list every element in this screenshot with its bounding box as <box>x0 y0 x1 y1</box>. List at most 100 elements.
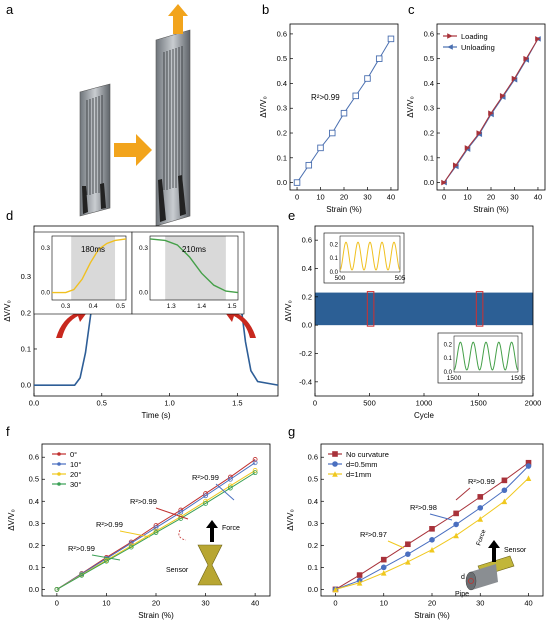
chart-e: 0 500 1000 1500 2000 -0.4 -0.2 0.0 0.2 0.4 0.6 Cycl… <box>284 225 541 420</box>
inset-y-tick-label: 0.2 <box>330 242 339 248</box>
inset-0: 0.3 0.4 0.5 0.0 0.3 180ms <box>33 231 133 315</box>
x-tick-label: 40 <box>387 193 395 202</box>
data-point <box>252 460 258 466</box>
x-axis-label: Strain (%) <box>326 205 362 214</box>
y-tick-label: 0.0 <box>308 585 318 594</box>
pipe-body <box>470 564 498 590</box>
inset-y-tick-label: 0.0 <box>330 270 339 276</box>
data-point <box>252 457 258 462</box>
x-tick-label: 10 <box>102 599 110 608</box>
y-tick-label: 0.2 <box>424 129 434 138</box>
x-tick-label: 40 <box>534 193 542 202</box>
data-point <box>405 559 411 565</box>
data-point <box>452 162 459 169</box>
data-point <box>525 475 532 481</box>
data-point <box>364 75 371 82</box>
data-point <box>499 93 506 99</box>
chart-c: 0 10 20 30 40 0.0 0.1 0.2 0.3 0.4 0.5 0.6 Strain (%)… <box>406 23 546 214</box>
data-point <box>352 92 359 100</box>
legend-marker <box>57 482 61 486</box>
y-tick-label: 0.0 <box>21 381 31 390</box>
stretched-sensor <box>155 29 191 227</box>
x-tick-label: 0 <box>333 599 337 608</box>
chart-b: 0 10 20 30 40 0.0 0.1 0.2 0.3 0.4 0.5 0.6 Strain (%)… <box>259 23 399 214</box>
data-point <box>477 505 484 511</box>
legend-label: d=1mm <box>346 470 371 479</box>
highlight-box <box>366 291 375 327</box>
data-point <box>54 586 60 592</box>
panel-label-f: f <box>6 424 10 439</box>
inset-cycle-line <box>339 241 401 271</box>
up-arrow-icon <box>168 4 188 34</box>
data-point <box>356 579 363 586</box>
inset-x-tick-label: 1500 <box>447 375 462 382</box>
x-tick-label: 500 <box>363 399 376 408</box>
y-axis-label: ΔV/V₀ <box>406 96 415 118</box>
data-point <box>153 530 159 535</box>
data-point <box>332 586 339 593</box>
x-tick-label: 40 <box>524 599 532 608</box>
signal-band <box>315 292 533 326</box>
sensor-label: Sensor <box>504 547 527 554</box>
data-point <box>488 110 494 116</box>
data-point <box>501 487 508 494</box>
annotation-arrow <box>455 487 471 501</box>
y-tick-label: 0.0 <box>29 585 39 594</box>
data-point <box>227 476 233 482</box>
x-axis-label: Strain (%) <box>473 205 509 214</box>
inset-series-line <box>149 238 239 294</box>
pipe-label: Pipe <box>455 591 469 598</box>
x-tick-label: 40 <box>251 599 259 608</box>
legend-marker <box>57 462 61 466</box>
x-axis-label: Time (s) <box>141 411 170 420</box>
inset-1: 1.3 1.4 1.5 0.0 0.3 210ms <box>131 231 245 315</box>
annotation-arrow <box>119 530 151 538</box>
inset-y-tick-label: 0.3 <box>41 245 50 252</box>
data-point <box>453 510 459 517</box>
data-point <box>305 161 313 169</box>
inset-x-tick-label: 1505 <box>511 375 526 382</box>
inset-cycle-line <box>453 341 519 371</box>
x-tick-label: 0 <box>295 193 299 202</box>
x-tick-label: 30 <box>476 599 484 608</box>
chart-g: 0 10 20 30 40 0.0 0.1 0.2 0.3 0.4 0.5 0.6 Strain (%)… <box>286 443 544 620</box>
x-tick-label: 0 <box>442 193 446 202</box>
data-point <box>356 572 363 578</box>
series-line <box>56 470 256 590</box>
data-point <box>511 75 518 82</box>
legend-label: Unloading <box>461 43 495 52</box>
x-tick-label: 20 <box>428 599 436 608</box>
legend-marker <box>57 472 61 476</box>
legend-label: d=0.5mm <box>346 460 377 469</box>
y-tick-label: -0.2 <box>299 349 312 358</box>
data-point <box>329 129 336 137</box>
y-tick-label: 0.3 <box>308 519 318 528</box>
y-tick-label: 0.0 <box>277 178 287 187</box>
r-squared-annotation: R²>0.97 <box>360 530 387 539</box>
y-tick-label: 0.4 <box>29 497 39 506</box>
legend-label: No curvature <box>346 450 389 459</box>
inset-x-tick-label: 0.3 <box>61 303 70 310</box>
legend-marker <box>57 452 61 456</box>
data-point <box>525 463 532 469</box>
x-axis-label: Strain (%) <box>138 611 174 620</box>
y-tick-label: 0.6 <box>424 29 434 38</box>
y-tick-label: 0.5 <box>424 54 434 63</box>
inset-series-line <box>52 238 127 294</box>
shaded-region <box>71 236 116 300</box>
y-tick-label: 0.4 <box>424 79 434 88</box>
panel-label-e: e <box>288 208 295 223</box>
y-tick-label: 0.6 <box>308 453 318 462</box>
data-point <box>501 477 508 484</box>
inset-0: 500 505 0.0 0.1 0.2 <box>323 232 406 284</box>
y-tick-label: -0.4 <box>299 377 312 386</box>
y-axis-label: ΔV/V₀ <box>286 509 295 531</box>
inset-x-tick-label: 1.5 <box>227 303 236 310</box>
y-tick-label: 0.6 <box>277 29 287 38</box>
data-point <box>523 55 530 62</box>
data-point <box>441 179 447 186</box>
x-tick-label: 0.5 <box>97 399 107 408</box>
y-tick-label: 0.0 <box>424 178 434 187</box>
inset-y-tick-label: 0.0 <box>139 290 148 297</box>
